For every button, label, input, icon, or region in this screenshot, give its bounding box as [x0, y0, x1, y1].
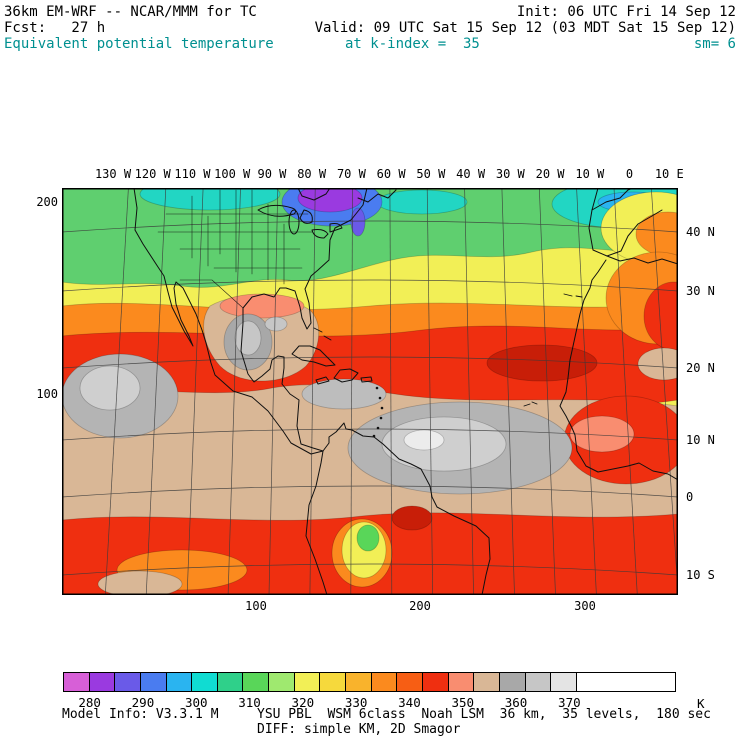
right-axis-latitude-labels: 40 N 30 N 20 N 10 N 0 10 S	[686, 188, 738, 595]
valid-time: Valid: 09 UTC Sat 15 Sep 12 (03 MDT Sat …	[314, 20, 736, 36]
colorbar-tick-label: 360	[504, 695, 528, 710]
right-axis-label: 30 N	[686, 284, 715, 298]
top-axis-label: 10 E	[654, 167, 684, 181]
field-name: Equivalent potential temperature	[4, 36, 274, 52]
graticule-grid-lines	[61, 187, 679, 596]
top-axis-label: 40 W	[456, 167, 486, 181]
colorbar-tick-label: 290	[131, 695, 155, 710]
physics-config: YSU PBL WSM 6class Noah LSM 36 km, 35 le…	[257, 707, 711, 722]
colorbar-cell	[421, 672, 449, 692]
top-axis-label: 120 W	[134, 167, 171, 181]
colorbar-tick-labels: 280 290 300 310 320 330 340 350 360 370	[63, 695, 676, 710]
bottom-axis-gridpoint-labels: 100 200 300	[62, 599, 678, 613]
colorbar-cell	[114, 672, 141, 692]
colorbar-cell	[370, 672, 398, 692]
top-axis-label: 50 W	[416, 167, 446, 181]
left-axis-label: 100	[36, 387, 58, 401]
colorbar-tick-label: 300	[184, 695, 208, 710]
top-axis-label: 60 W	[376, 167, 406, 181]
map-border	[62, 188, 678, 595]
colorbar-cell	[63, 672, 90, 692]
colorbar-tick-label: 350	[451, 695, 475, 710]
smoothing-info: sm= 6	[693, 36, 736, 52]
colorbar-tick-label: 280	[78, 695, 101, 710]
forecast-hour: Fcst: 27 h	[4, 20, 106, 36]
colorbar-cell	[396, 672, 423, 692]
top-axis-label: 80 W	[297, 167, 327, 181]
colorbar-unit: K	[697, 696, 705, 711]
right-axis-label: 10 S	[686, 568, 715, 582]
top-axis-label: 20 W	[535, 167, 565, 181]
colorbar-tick-label: 320	[291, 695, 315, 710]
colorbar-cell	[242, 672, 270, 692]
map-canvas	[61, 177, 712, 598]
top-axis-label: 0	[625, 167, 634, 181]
colorbar-cell	[473, 672, 500, 692]
model-version: Model Info: V3.3.1 M	[62, 707, 219, 722]
colorbar-cell	[88, 672, 116, 692]
top-axis-longitude-labels: 130 W 120 W 110 W 100 W 90 W 80 W 70 W 60 W 50 W…	[62, 167, 684, 181]
top-axis-label: 100 W	[214, 167, 251, 181]
colorbar-cell	[319, 672, 347, 692]
colorbar-cell	[524, 672, 552, 692]
init-time: Init: 06 UTC Fri 14 Sep 12	[516, 4, 736, 20]
top-axis-label: 70 W	[336, 167, 366, 181]
top-axis-label: 10 W	[575, 167, 605, 181]
coastlines	[133, 187, 679, 596]
diffusion-config: DIFF: simple KM, 2D Smagor	[257, 722, 461, 737]
right-axis-label: 20 N	[686, 361, 715, 375]
colorbar-tick-label: 340	[398, 695, 421, 710]
colorbar-cell	[139, 672, 167, 692]
colorbar-tick-label: 330	[344, 695, 368, 710]
level-info: at k-index = 35	[345, 36, 480, 52]
top-axis-label: 110 W	[174, 167, 211, 181]
model-title: 36km EM-WRF -- NCAR/MMM for TC	[4, 4, 257, 20]
colorbar-cell	[191, 672, 218, 692]
colorbar-tick-label: 310	[238, 695, 261, 710]
theta-e-field-fills	[61, 177, 712, 598]
colorbar-cell	[550, 672, 577, 692]
colorbar-cell	[447, 672, 475, 692]
colorbar-cell	[345, 672, 372, 692]
colorbar-tick-label: 370	[558, 695, 581, 710]
colorbar-cell	[216, 672, 244, 692]
colorbar-cell	[293, 672, 321, 692]
right-axis-label: 40 N	[686, 225, 715, 239]
colorbar-cell-overflow	[575, 672, 676, 692]
colorbar	[63, 672, 676, 692]
map-frame	[61, 177, 712, 598]
bottom-axis-label: 100	[245, 599, 267, 613]
left-axis-label: 200	[36, 195, 58, 209]
colorbar-cell	[268, 672, 295, 692]
left-axis-gridpoint-labels: 200 100	[24, 188, 58, 595]
colorbar-cell	[498, 672, 526, 692]
bottom-axis-label: 200	[409, 599, 431, 613]
top-axis-label: 130 W	[94, 167, 132, 181]
top-axis-label: 90 W	[257, 167, 287, 181]
bottom-axis-label: 300	[574, 599, 596, 613]
right-axis-label: 10 N	[686, 433, 715, 447]
colorbar-cell	[165, 672, 193, 692]
top-axis-label: 30 W	[495, 167, 525, 181]
right-axis-label: 0	[686, 490, 694, 504]
